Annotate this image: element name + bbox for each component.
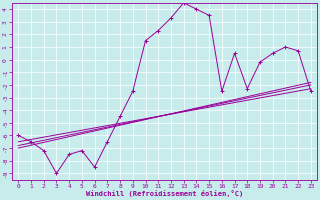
X-axis label: Windchill (Refroidissement éolien,°C): Windchill (Refroidissement éolien,°C) [86,190,243,197]
